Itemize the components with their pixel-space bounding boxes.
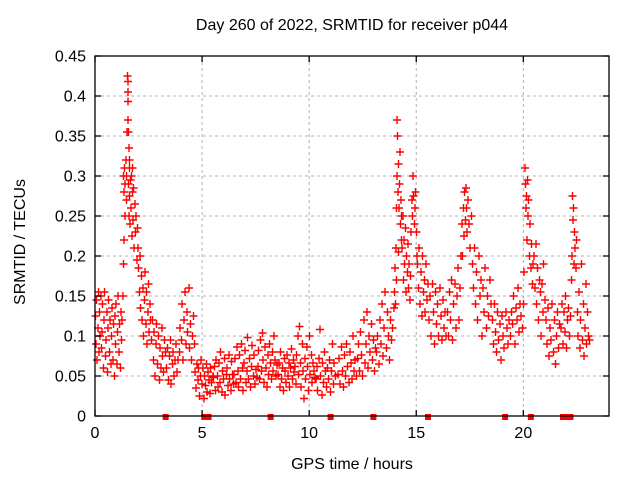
zero-flag-marker bbox=[502, 414, 509, 420]
zero-flag-marker bbox=[162, 414, 169, 420]
srmtid-scatter-series bbox=[91, 72, 594, 403]
y-tick-label: 0.3 bbox=[64, 169, 86, 186]
zero-flag-marker bbox=[527, 414, 534, 420]
zero-flag-marker bbox=[327, 414, 334, 420]
y-tick-label: 0 bbox=[77, 409, 86, 426]
zero-flag-marker bbox=[567, 414, 574, 420]
x-tick-labels: 0 5 10 15 20 bbox=[91, 425, 533, 442]
chart-title: Day 260 of 2022, SRMTID for receiver p04… bbox=[195, 17, 509, 34]
x-tick-label: 20 bbox=[514, 425, 532, 442]
x-tick-label: 5 bbox=[198, 425, 207, 442]
y-tick-label: 0.45 bbox=[55, 49, 86, 66]
y-tick-label: 0.2 bbox=[64, 249, 86, 266]
axis-ticks bbox=[94, 55, 609, 417]
zero-flag-marker bbox=[201, 414, 208, 420]
plot-border bbox=[94, 55, 610, 417]
zero-flag-marker bbox=[559, 414, 566, 420]
y-tick-label: 0.15 bbox=[55, 289, 86, 306]
y-tick-label: 0.35 bbox=[55, 129, 86, 146]
x-tick-label: 15 bbox=[407, 425, 425, 442]
zero-flag-marker bbox=[267, 414, 274, 420]
y-tick-label: 0.05 bbox=[55, 369, 86, 386]
zero-flag-marker bbox=[425, 414, 432, 420]
zero-flag-marker bbox=[205, 414, 212, 420]
x-tick-label: 10 bbox=[300, 425, 318, 442]
y-tick-label: 0.4 bbox=[64, 89, 86, 106]
y-tick-label: 0.25 bbox=[55, 209, 86, 226]
y-tick-labels: 0 0.05 0.1 0.15 0.2 0.25 0.3 0.35 0.4 0.45 bbox=[55, 49, 86, 426]
zero-value-markers bbox=[162, 414, 574, 420]
x-axis-label: GPS time / hours bbox=[291, 456, 413, 473]
y-tick-label: 0.1 bbox=[64, 329, 86, 346]
x-tick-label: 0 bbox=[91, 425, 100, 442]
zero-flag-marker bbox=[370, 414, 377, 420]
